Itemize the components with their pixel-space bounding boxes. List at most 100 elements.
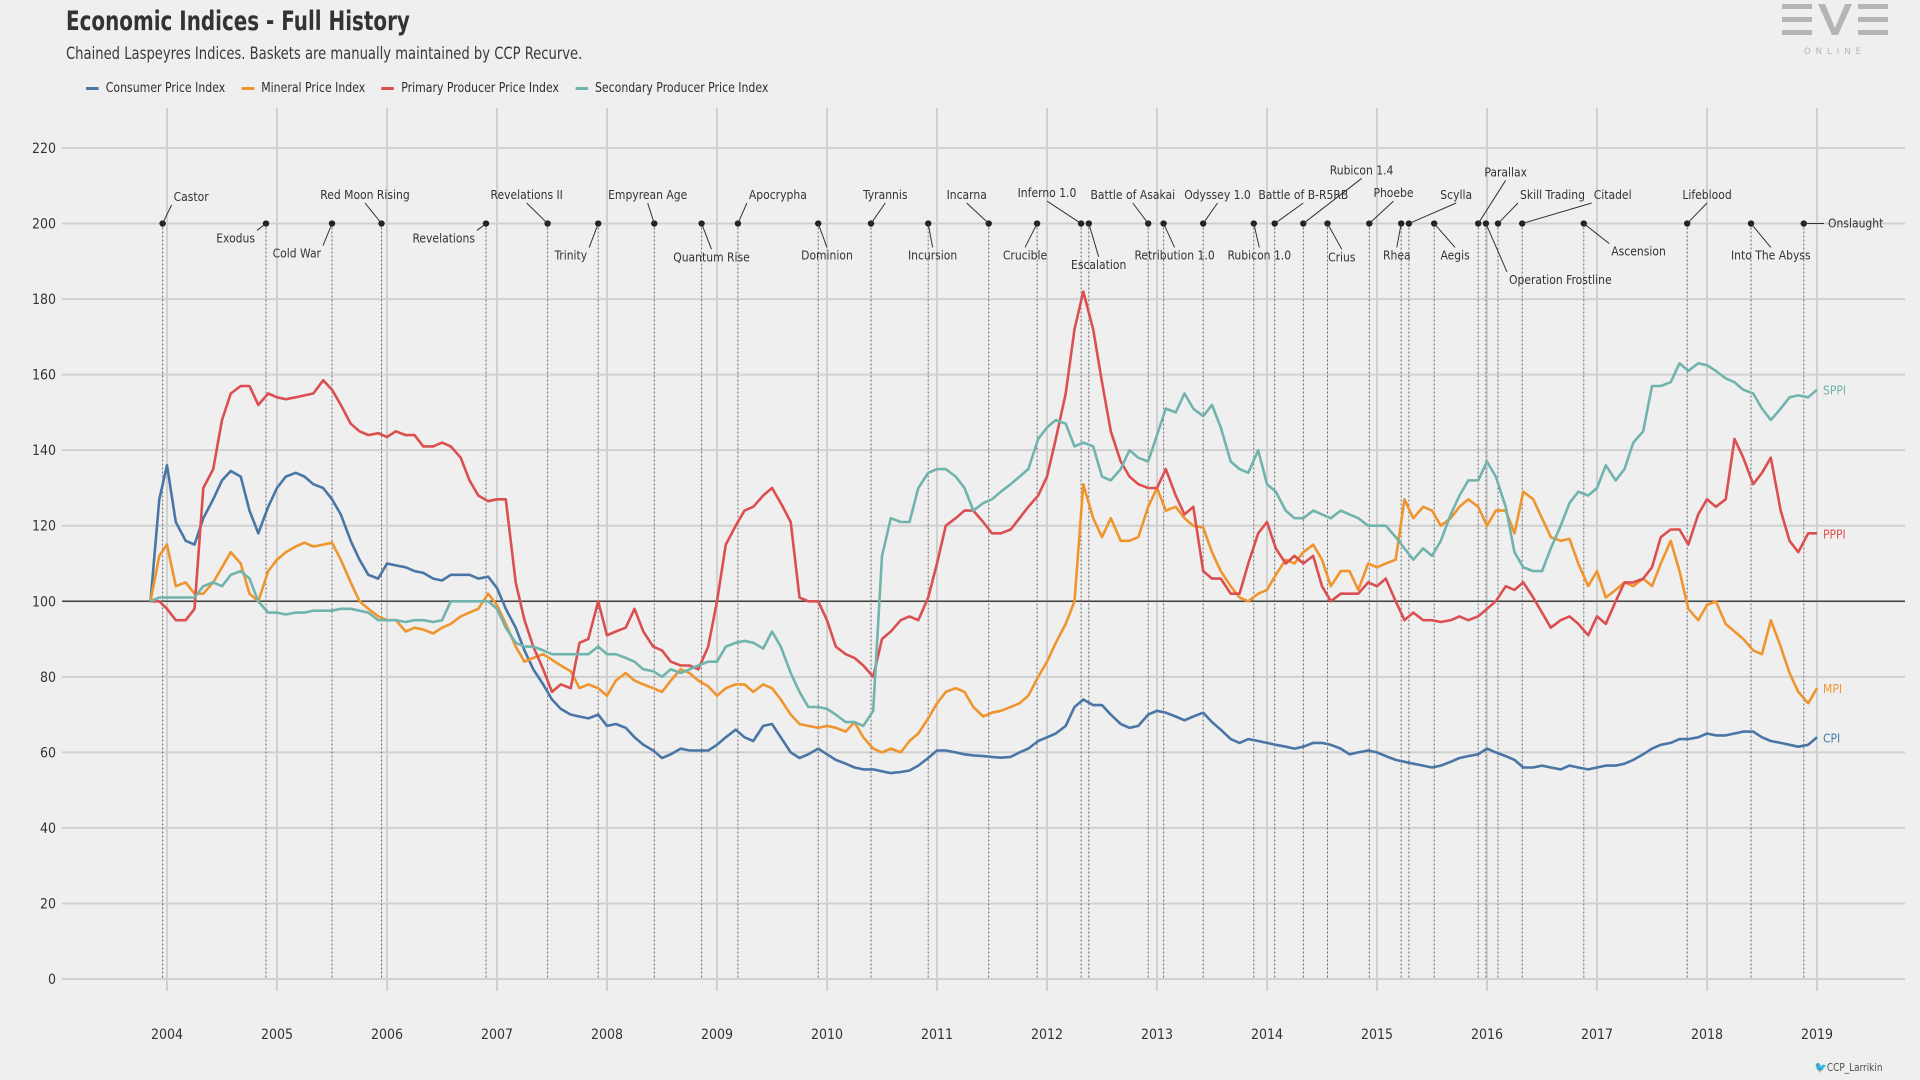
legend-swatch-pppi (381, 86, 395, 90)
release-label: Empyrean Age (608, 188, 688, 202)
series-end-label-pppi: PPPI (1823, 527, 1846, 541)
release-leader-line (1046, 200, 1082, 224)
release-leader-line (1396, 223, 1402, 248)
release-leader-line (526, 202, 548, 224)
y-tick-label: 160 (32, 368, 56, 384)
y-tick-label: 40 (40, 821, 56, 837)
x-tick-label: 2013 (1141, 1027, 1173, 1043)
chart-title: Economic Indices - Full History (66, 6, 410, 37)
release-annotations: Castor Exodus Cold War Red Moon Rising Revel… (159, 163, 1883, 287)
legend-label-mpi: Mineral Price Index (261, 80, 366, 96)
legend-item-cpi: Consumer Price Index (86, 80, 225, 96)
legend-label-sppi: Secondary Producer Price Index (594, 80, 769, 96)
release-label: Castor (174, 190, 210, 204)
y-tick-label: 200 (32, 217, 56, 233)
x-tick-label: 2005 (261, 1027, 293, 1043)
release-leader-line (1163, 223, 1176, 248)
release-label: Cold War (273, 247, 322, 261)
release-label: Operation Frostline (1509, 273, 1612, 287)
legend-label-cpi: Consumer Price Index (105, 80, 226, 96)
release-label: Retribution 1.0 (1134, 248, 1214, 262)
series-lines: CPI MPI PPPI SPPI (149, 290, 1846, 775)
legend-item-pppi: Primary Producer Price Index (381, 80, 559, 96)
release-leader-line (1485, 223, 1508, 273)
y-tick-label: 120 (32, 519, 56, 535)
release-leader-line (1433, 223, 1456, 248)
release-label: Inferno 1.0 (1018, 186, 1077, 200)
x-tick-label: 2014 (1251, 1027, 1283, 1043)
release-label: Quantum Rise (673, 250, 750, 264)
series-end-label-cpi: CPI (1823, 731, 1840, 745)
release-leader-line (1202, 202, 1218, 224)
release-label: Odyssey 1.0 (1184, 188, 1251, 202)
release-label: Revelations (412, 231, 475, 245)
eve-online-logo: ONLINE (1782, 4, 1888, 57)
release-label: Exodus (216, 231, 255, 245)
release-label: Into The Abyss (1731, 248, 1811, 262)
release-label: Crius (1328, 250, 1356, 264)
legend-label-pppi: Primary Producer Price Index (401, 80, 559, 96)
release-leader-line (1274, 202, 1304, 224)
legend-item-mpi: Mineral Price Index (241, 80, 365, 96)
legend-swatch-sppi (575, 86, 588, 90)
x-tick-label: 2007 (481, 1027, 513, 1043)
author-credit: 🐦CCP_Larrikin (1814, 1061, 1882, 1074)
release-label: Lifeblood (1682, 188, 1731, 202)
release-label: Revelations II (491, 188, 563, 202)
release-label: Rubicon 1.0 (1227, 248, 1291, 262)
legend: Consumer Price Index Mineral Price Index… (86, 80, 785, 96)
release-label: Skill Trading (1520, 188, 1585, 202)
release-label: Ascension (1611, 245, 1666, 259)
release-leader-line (364, 202, 382, 224)
legend-swatch-cpi (86, 86, 99, 90)
y-tick-label: 20 (40, 896, 56, 912)
release-label: Crucible (1003, 248, 1048, 262)
release-label: Citadel (1594, 188, 1632, 202)
series-end-label-sppi: SPPI (1823, 384, 1846, 398)
chart-subtitle: Chained Laspeyres Indices. Baskets are m… (66, 44, 583, 64)
release-marker-dot (1033, 220, 1041, 227)
y-tick-label: 60 (40, 745, 56, 761)
release-label: Phoebe (1373, 186, 1413, 200)
y-tick-label: 140 (32, 443, 56, 459)
release-marker-dot (1077, 220, 1085, 227)
release-label: Incursion (908, 248, 957, 262)
release-leader-line (1253, 223, 1260, 248)
release-leader-line (1408, 202, 1457, 225)
release-leader-line (162, 204, 173, 224)
release-leader-line (1327, 223, 1343, 250)
release-leader-line (1477, 180, 1507, 224)
release-leader-line (1583, 223, 1610, 245)
release-leader-line (1522, 202, 1592, 225)
release-leader-line (647, 202, 655, 224)
grid-lines (62, 108, 1905, 991)
x-tick-label: 2016 (1471, 1027, 1503, 1043)
x-tick-label: 2017 (1581, 1027, 1613, 1043)
release-label: Battle of Asakai (1090, 188, 1175, 202)
release-label: Scylla (1440, 188, 1472, 202)
release-label: Apocrypha (749, 188, 807, 202)
x-tick-label: 2010 (811, 1027, 843, 1043)
y-tick-label: 80 (40, 670, 56, 686)
release-leader-line (1024, 223, 1038, 248)
release-leader-line (256, 223, 267, 231)
release-label: Aegis (1440, 248, 1470, 262)
release-label: Onslaught (1828, 217, 1883, 231)
x-tick-label: 2015 (1361, 1027, 1393, 1043)
legend-swatch-mpi (241, 86, 255, 90)
series-line-mpi (149, 482, 1819, 754)
x-tick-label: 2011 (921, 1027, 953, 1043)
x-tick-label: 2018 (1691, 1027, 1723, 1043)
release-label: Incarna (947, 188, 987, 202)
legend-item-sppi: Secondary Producer Price Index (575, 80, 768, 96)
x-tick-label: 2006 (371, 1027, 403, 1043)
release-label: Dominion (801, 248, 853, 262)
release-label: Trinity (553, 248, 587, 262)
release-leader-line (322, 223, 333, 246)
release-leader-line (927, 223, 934, 248)
y-tick-label: 220 (32, 141, 56, 157)
series-end-label-mpi: MPI (1823, 682, 1842, 696)
release-label: Tyrannis (862, 188, 908, 202)
release-leader-line (1302, 178, 1362, 224)
logo-subtext: ONLINE (1804, 47, 1866, 57)
